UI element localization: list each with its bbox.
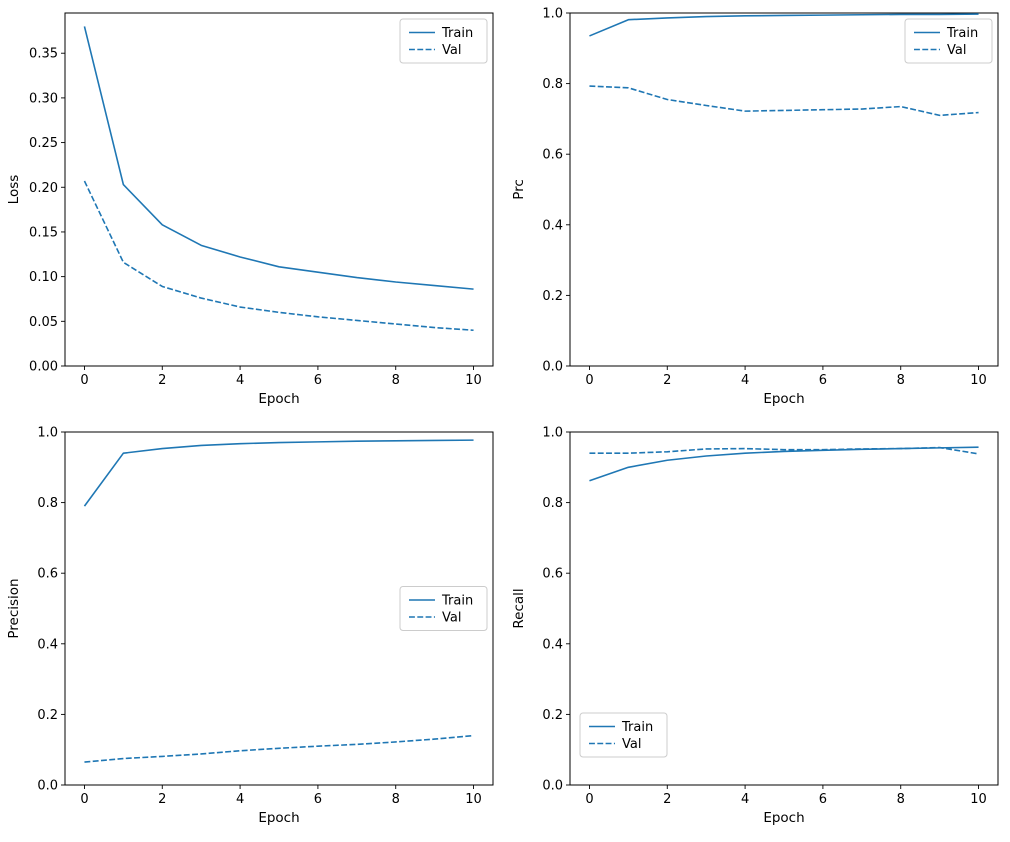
x-tick-label: 10 [970,373,987,388]
y-tick-label: 0.0 [542,779,563,794]
y-axis-label: Loss [6,175,22,205]
precision-subplot: 0 2 4 6 8 10 0.0 0.2 0.4 0.6 0.8 1.0 Epoch Precision T… [0,419,505,838]
legend-label-val: Val [442,611,461,626]
y-tick-label: 0.35 [29,47,58,62]
prc-chart-svg: 0 2 4 6 8 10 0.0 0.2 0.4 0.6 0.8 1.0 Epoch Prc Train Va… [511,7,999,407]
x-axis-label: Epoch [258,810,299,826]
recall-chart-svg: 0 2 4 6 8 10 0.0 0.2 0.4 0.6 0.8 1.0 Epoch Recall Trai… [511,426,999,826]
x-axis-label: Epoch [763,391,804,407]
plot-frame [569,12,999,367]
y-axis-label: Prc [511,179,527,200]
precision-chart-svg: 0 2 4 6 8 10 0.0 0.2 0.4 0.6 0.8 1.0 Epoch Precision T… [6,426,494,826]
x-tick-label: 8 [897,792,905,807]
x-tick-label: 2 [663,373,671,388]
x-tick-label: 4 [741,373,749,388]
y-tick-label: 0.25 [29,136,58,151]
val-line [589,446,979,455]
y-tick-label: 0.15 [29,225,58,240]
y-axis-label: Precision [6,578,22,638]
val-line [589,85,979,117]
x-axis-label: Epoch [258,391,299,407]
val-line [83,180,474,332]
y-tick-label: 0.0 [37,779,58,794]
legend-label-train: Train [621,720,653,735]
legend-label-train: Train [441,594,473,609]
y-tick-label: 0.8 [542,77,563,92]
y-tick-label: 0.6 [542,148,563,163]
y-tick-label: 0.8 [37,496,58,511]
y-tick-label: 0.30 [29,91,58,106]
y-tick-label: 0.0 [542,360,563,375]
y-tick-label: 0.8 [542,496,563,511]
y-tick-label: 0.20 [29,181,58,196]
x-tick-label: 8 [392,373,400,388]
plot-frame [569,431,999,786]
legend-label-val: Val [442,43,461,58]
y-tick-label: 1.0 [542,426,563,441]
y-tick-label: 0.2 [542,289,563,304]
legend-label-train: Train [946,26,978,41]
x-tick-label: 0 [585,373,593,388]
legend-label-val: Val [622,737,641,752]
train-line [83,26,474,290]
train-line [589,13,979,37]
y-axis-label: Recall [511,588,527,628]
x-axis-label: Epoch [763,810,804,826]
legend: Train Val [399,586,488,631]
x-tick-label: 2 [158,373,166,388]
legend-label-val: Val [947,43,966,58]
y-tick-label: 0.4 [542,637,563,652]
legend: Train Val [579,712,668,758]
x-tick-label: 10 [465,373,482,388]
legend-box [399,586,488,631]
prc-subplot: 0 2 4 6 8 10 0.0 0.2 0.4 0.6 0.8 1.0 Epoch Prc Train Va… [505,0,1010,419]
x-tick-label: 0 [80,373,88,388]
x-tick-label: 4 [236,792,244,807]
x-tick-label: 2 [158,792,166,807]
y-tick-label: 0.00 [29,360,58,375]
plot-frame [64,431,494,786]
train-line [83,439,474,507]
val-line [84,734,474,763]
x-tick-label: 4 [741,792,749,807]
x-tick-label: 6 [819,373,827,388]
x-tick-label: 10 [970,792,987,807]
legend-box [579,712,668,758]
y-tick-label: 0.4 [37,637,58,652]
loss-chart-svg: 0 2 4 6 8 10 0.00 0.05 0.10 0.15 0.20 0.25 0.30 0.35 E… [6,12,494,407]
y-tick-label: 0.10 [29,270,58,285]
y-tick-label: 1.0 [542,7,563,22]
legend-box [399,18,488,64]
legend-box [904,18,993,64]
y-tick-label: 0.6 [542,567,563,582]
x-tick-label: 6 [819,792,827,807]
legend: Train Val [399,18,488,64]
y-tick-label: 0.6 [37,567,58,582]
y-tick-label: 0.05 [29,315,58,330]
x-tick-label: 8 [392,792,400,807]
legend-label-train: Train [441,26,473,41]
y-tick-label: 0.4 [542,218,563,233]
plot-frame [64,12,494,367]
x-tick-label: 4 [236,373,244,388]
x-tick-label: 8 [897,373,905,388]
y-tick-label: 0.2 [542,708,563,723]
x-tick-label: 6 [314,792,322,807]
x-tick-label: 2 [663,792,671,807]
loss-subplot: 0 2 4 6 8 10 0.00 0.05 0.10 0.15 0.20 0.25 0.30 0.35 E… [0,0,505,419]
legend: Train Val [904,18,993,64]
x-tick-label: 10 [465,792,482,807]
y-tick-label: 1.0 [37,426,58,441]
y-tick-label: 0.2 [37,708,58,723]
x-tick-label: 6 [314,373,322,388]
x-tick-label: 0 [585,792,593,807]
x-tick-label: 0 [80,792,88,807]
recall-subplot: 0 2 4 6 8 10 0.0 0.2 0.4 0.6 0.8 1.0 Epoch Recall Trai… [505,419,1010,838]
